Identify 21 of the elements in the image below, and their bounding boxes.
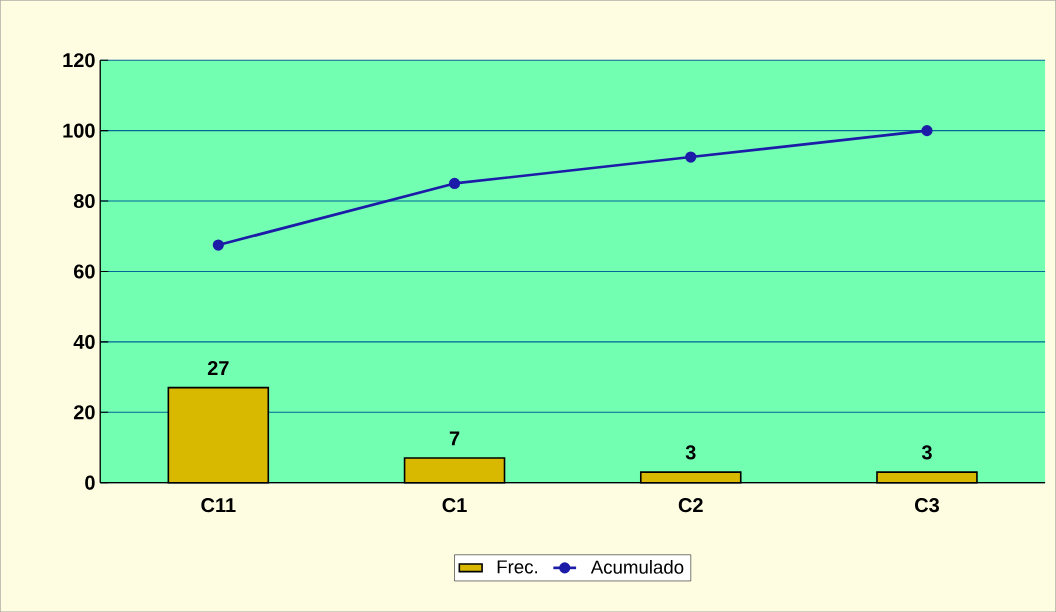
legend-label: Acumulado: [590, 559, 684, 574]
data-label: 27: [207, 360, 229, 375]
x-tick-label: C11: [201, 497, 236, 513]
data-label: 3: [685, 445, 696, 460]
point: [921, 124, 933, 137]
data-label: 3: [921, 445, 932, 460]
y-tick-label: 60: [74, 264, 95, 279]
y-tick-label: 80: [73, 193, 95, 209]
legend-label: Frec.: [497, 560, 537, 574]
x-tick-label: C2: [678, 497, 703, 513]
y-tick-label: 100: [63, 123, 95, 138]
y-tick-label: 40: [73, 334, 95, 349]
y-tick-label: 120: [63, 53, 95, 68]
x-tick-label: C1: [442, 497, 467, 513]
y-tick-label: 20: [73, 405, 95, 420]
point: [685, 151, 697, 163]
data-label: 7: [449, 431, 460, 446]
x-tick-label: C3: [915, 497, 940, 513]
point: [212, 239, 224, 251]
point: [448, 177, 461, 189]
y-tick-label: 0: [85, 475, 95, 490]
